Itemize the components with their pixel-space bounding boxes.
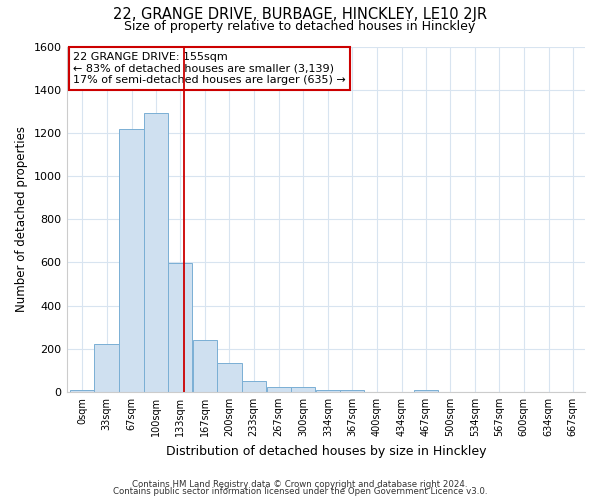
Text: 22 GRANGE DRIVE: 155sqm
← 83% of detached houses are smaller (3,139)
17% of semi: 22 GRANGE DRIVE: 155sqm ← 83% of detache…: [73, 52, 346, 85]
Bar: [340, 390, 364, 392]
Bar: [144, 114, 168, 392]
Bar: [413, 390, 438, 392]
Bar: [316, 390, 340, 392]
Bar: [266, 386, 291, 392]
Bar: [168, 264, 192, 392]
Text: Contains HM Land Registry data © Crown copyright and database right 2024.: Contains HM Land Registry data © Crown c…: [132, 480, 468, 489]
Bar: [193, 340, 217, 392]
Bar: [291, 386, 315, 392]
Text: Size of property relative to detached houses in Hinckley: Size of property relative to detached ho…: [124, 20, 476, 33]
Y-axis label: Number of detached properties: Number of detached properties: [15, 126, 28, 312]
Text: 22, GRANGE DRIVE, BURBAGE, HINCKLEY, LE10 2JR: 22, GRANGE DRIVE, BURBAGE, HINCKLEY, LE1…: [113, 8, 487, 22]
Bar: [94, 344, 119, 392]
Bar: [242, 381, 266, 392]
Bar: [217, 363, 242, 392]
X-axis label: Distribution of detached houses by size in Hinckley: Distribution of detached houses by size …: [166, 444, 486, 458]
Text: Contains public sector information licensed under the Open Government Licence v3: Contains public sector information licen…: [113, 487, 487, 496]
Bar: [70, 390, 94, 392]
Bar: [119, 128, 144, 392]
